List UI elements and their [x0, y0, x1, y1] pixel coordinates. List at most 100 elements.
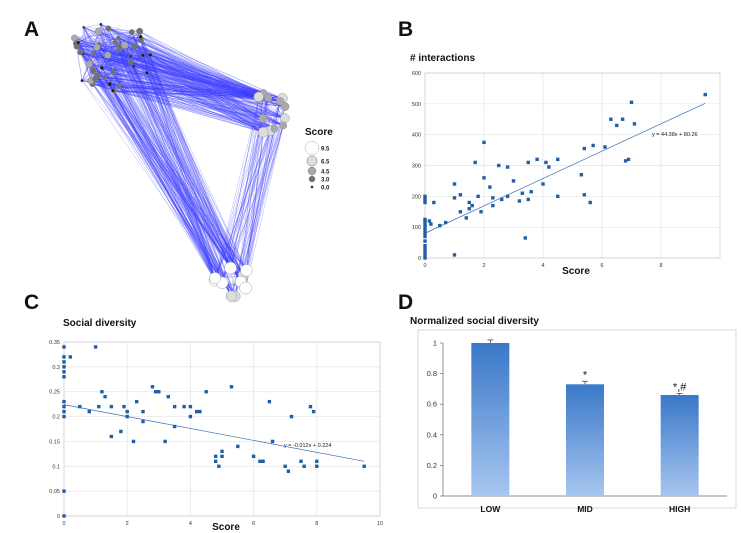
- data-point: [423, 217, 427, 222]
- data-point: [315, 464, 319, 468]
- data-point: [166, 394, 170, 399]
- network-node: [239, 281, 252, 295]
- network-edge: [140, 36, 244, 276]
- network-edge: [82, 53, 216, 281]
- network-node: [225, 290, 238, 302]
- network-edge: [142, 55, 246, 289]
- y-tick-label: 200: [412, 194, 421, 200]
- network-edge: [99, 44, 264, 133]
- network-edge: [222, 132, 264, 283]
- data-point: [62, 375, 66, 379]
- data-point: [427, 219, 432, 223]
- data-point: [62, 345, 66, 349]
- data-point: [141, 409, 145, 414]
- x-tick-label: 2: [482, 263, 485, 269]
- network-node: [93, 43, 101, 51]
- data-point: [131, 439, 136, 444]
- network-edge: [92, 83, 216, 281]
- network-edge: [96, 45, 135, 48]
- network-edge: [78, 42, 241, 282]
- network-node: [80, 78, 84, 83]
- network-edge: [142, 55, 232, 297]
- chart-title-social-diversity: Social diversity: [63, 318, 137, 329]
- network-edge: [96, 47, 275, 129]
- network-edge: [240, 128, 275, 282]
- network-edge: [82, 80, 269, 99]
- data-point: [423, 231, 427, 236]
- network-edge: [78, 28, 109, 43]
- data-point: [229, 385, 234, 389]
- network-node: [131, 43, 138, 50]
- trendline: [63, 404, 365, 462]
- data-point: [556, 157, 560, 162]
- data-point: [423, 250, 427, 254]
- network-edge: [258, 98, 286, 119]
- data-point: [62, 399, 66, 404]
- network-edge: [99, 44, 144, 56]
- network-legend-swatch: [306, 155, 318, 167]
- network-edge: [83, 27, 114, 91]
- network-edge: [82, 80, 114, 91]
- network-node: [128, 29, 135, 35]
- network-legend-title: Score: [305, 127, 333, 138]
- y-tick-label: 0.4: [427, 430, 437, 439]
- network-edge: [113, 72, 244, 276]
- network-edge: [100, 24, 132, 33]
- data-point: [62, 404, 66, 409]
- network-edge: [113, 55, 144, 73]
- data-point: [62, 365, 66, 369]
- network-edge: [222, 96, 268, 283]
- network-edge: [130, 56, 264, 119]
- network-edge: [230, 106, 286, 269]
- network-edge: [231, 96, 259, 297]
- data-point: [62, 414, 66, 419]
- network-edge: [142, 55, 247, 271]
- network-edge: [74, 31, 140, 39]
- data-point: [517, 199, 522, 203]
- data-point: [497, 163, 501, 168]
- network-edge: [96, 47, 264, 119]
- data-point: [423, 228, 427, 232]
- network-node: [76, 40, 81, 45]
- network-node: [89, 67, 97, 75]
- network-edge: [83, 24, 101, 28]
- network-edge: [78, 42, 94, 54]
- network-legend-swatch: [308, 175, 316, 183]
- network-edge: [112, 90, 236, 297]
- network-edge: [130, 56, 269, 99]
- data-point: [100, 390, 104, 394]
- data-point: [134, 399, 139, 404]
- network-node: [258, 114, 268, 123]
- data-point: [491, 196, 495, 200]
- network-edge: [108, 28, 244, 276]
- network-edge: [222, 118, 286, 283]
- network-node: [82, 25, 86, 29]
- x-tick-label: 6: [600, 263, 603, 269]
- x-axis-label: Score: [212, 522, 240, 533]
- data-point: [511, 179, 516, 183]
- data-point: [182, 404, 186, 409]
- network-legend-label: 6.5: [321, 160, 330, 166]
- data-point: [423, 253, 427, 257]
- data-point: [172, 404, 177, 409]
- data-point: [423, 239, 427, 243]
- y-tick-label: 0.25: [49, 390, 60, 396]
- data-point: [458, 193, 463, 197]
- data-point: [452, 196, 457, 200]
- network-node: [279, 121, 288, 130]
- network-node: [129, 54, 133, 58]
- network-edge: [222, 96, 259, 283]
- network-edge: [83, 27, 231, 269]
- data-point: [476, 194, 480, 199]
- network-nodes: [71, 22, 290, 302]
- network-node: [258, 126, 269, 138]
- x-tick-label: 0: [423, 263, 426, 269]
- network-edge: [231, 130, 271, 297]
- x-tick-label: 4: [541, 263, 544, 269]
- network-edge: [246, 106, 286, 271]
- y-tick-label: 1: [433, 339, 437, 348]
- data-point: [125, 414, 129, 419]
- significance-marker: *: [583, 369, 588, 381]
- data-point: [217, 464, 221, 468]
- data-point: [78, 404, 82, 409]
